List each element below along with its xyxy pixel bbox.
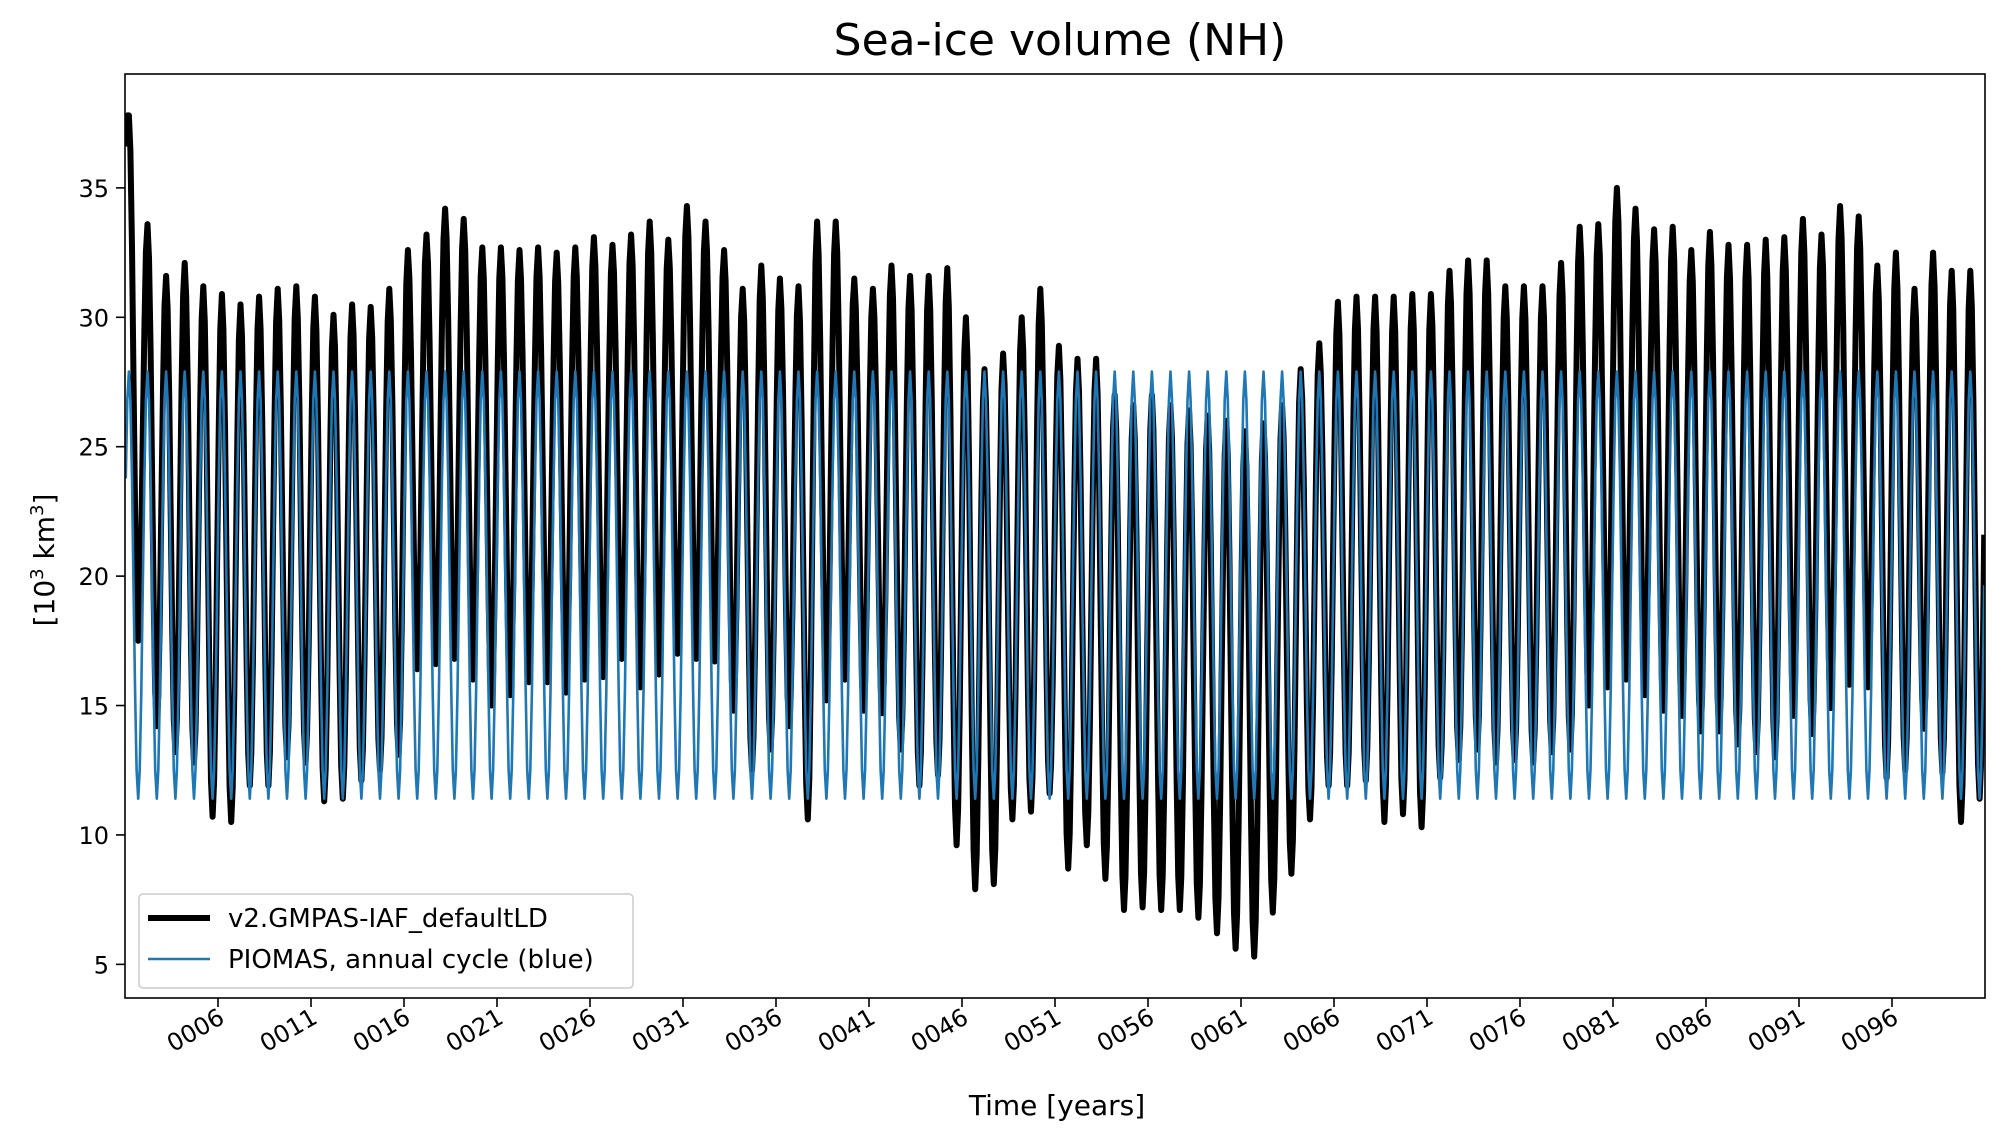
y-axis-label-sup-1: 3 — [27, 568, 48, 579]
y-tick-label: 5 — [94, 951, 109, 979]
legend-label-piomas: PIOMAS, annual cycle (blue) — [228, 945, 594, 975]
y-axis: 5 10 15 20 25 30 35 — [78, 175, 125, 979]
y-tick-label: 10 — [78, 822, 109, 850]
y-axis-label-mid: km — [28, 516, 61, 568]
y-tick-label: 20 — [78, 563, 109, 591]
y-tick-label: 25 — [78, 434, 109, 462]
legend-box — [138, 893, 634, 989]
chart-title: Sea-ice volume (NH) — [834, 15, 1287, 66]
legend: v2.GMPAS-IAF_defaultLD PIOMAS, annual cy… — [138, 893, 634, 989]
legend-label-model: v2.GMPAS-IAF_defaultLD — [228, 904, 548, 934]
y-tick-label: 30 — [78, 304, 109, 332]
y-axis-label-suffix: ] — [28, 494, 61, 505]
series-line-piomas — [125, 370, 1985, 801]
series-layer — [125, 112, 1985, 960]
plot-area — [125, 112, 1985, 960]
y-axis-label: [103 km3] — [27, 494, 61, 627]
y-tick-label: 35 — [78, 175, 109, 203]
y-axis-label-sup-2: 3 — [27, 505, 48, 516]
x-axis-label: Time [years] — [968, 1089, 1145, 1122]
y-axis-label-prefix: [10 — [28, 580, 61, 627]
y-tick-label: 15 — [78, 693, 109, 721]
